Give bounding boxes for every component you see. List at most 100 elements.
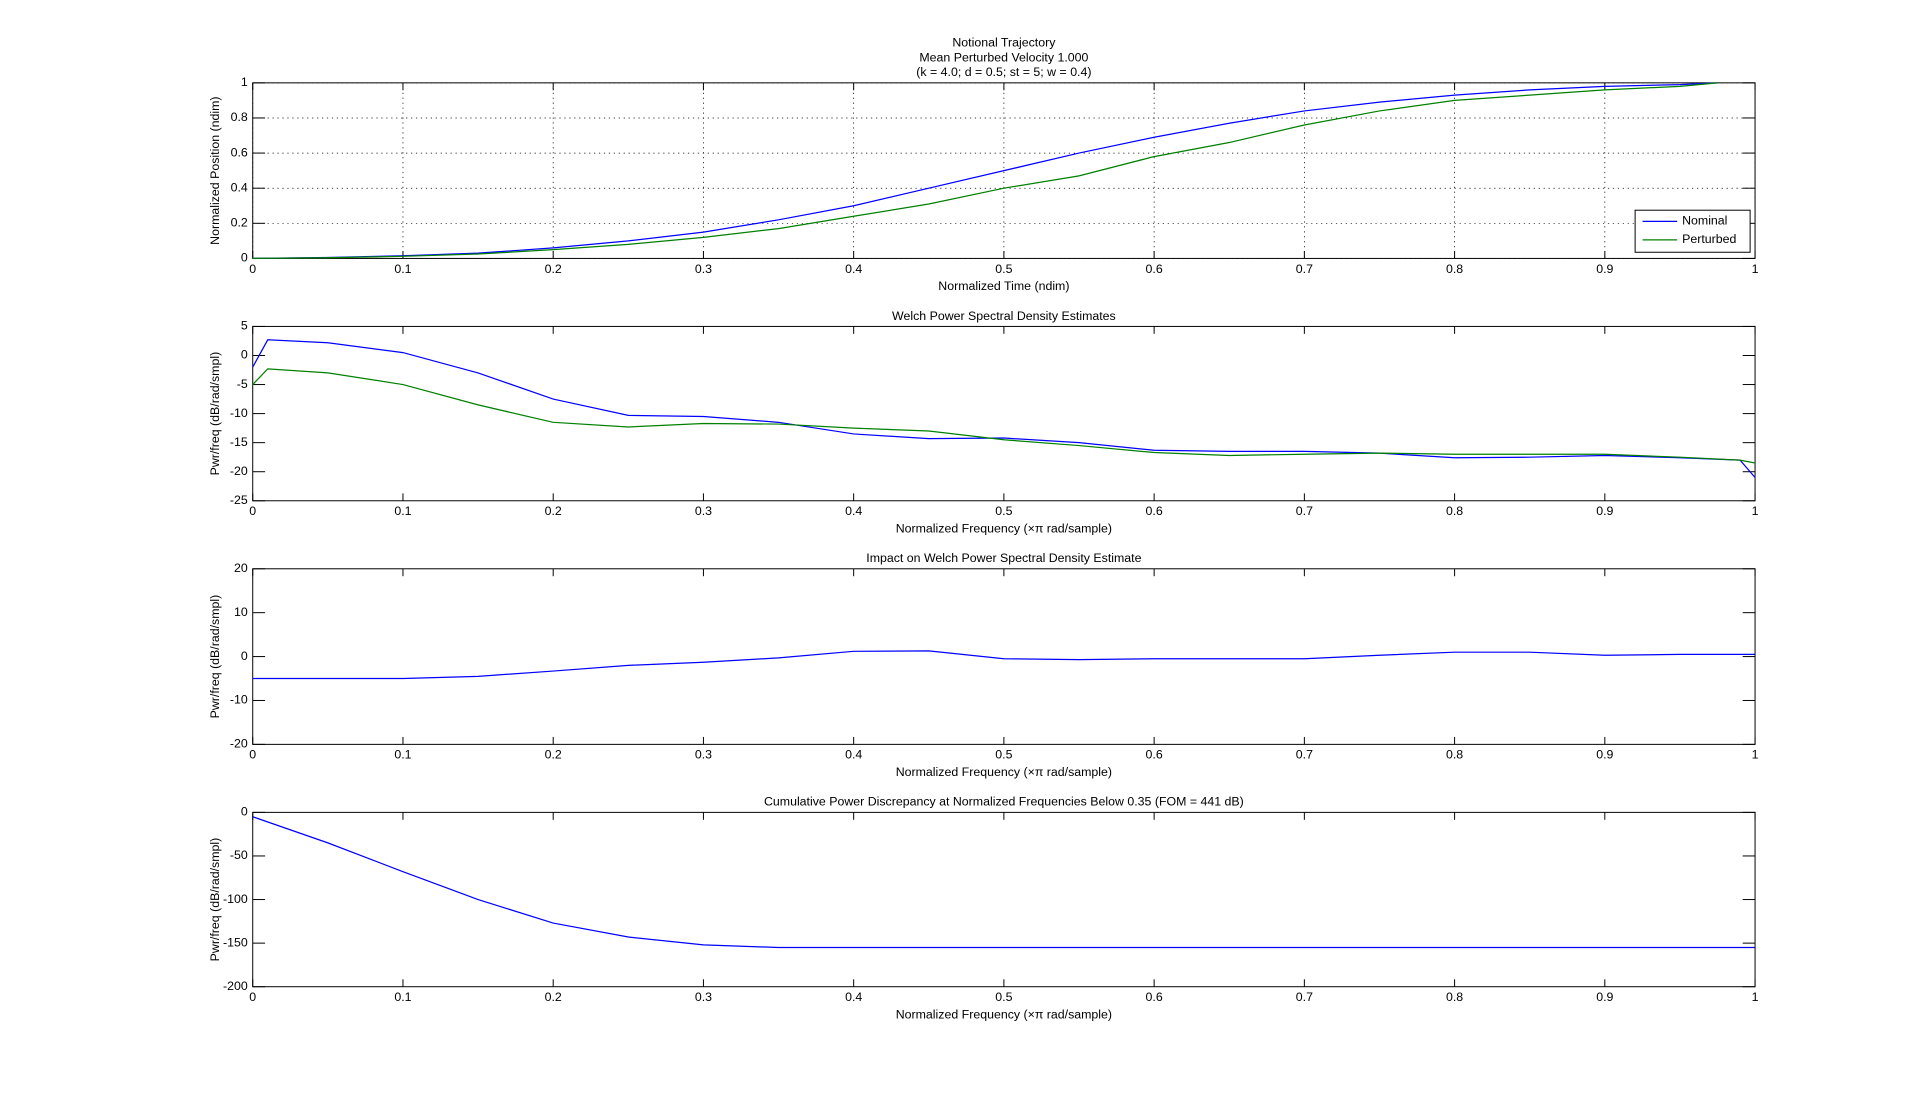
x-tick-label: 0.9 [1596, 748, 1613, 762]
legend-box [1634, 209, 1751, 253]
x-tick-label: 1 [1752, 748, 1759, 762]
y-tick-label: -5 [237, 377, 248, 391]
x-tick-label: 0.5 [995, 504, 1012, 518]
x-tick-label: 0 [249, 504, 256, 518]
x-tick-label: 0.4 [845, 748, 862, 762]
x-tick-label: 0.1 [394, 990, 411, 1004]
y-tick-label: -200 [223, 979, 248, 993]
y-tick-label: -50 [230, 848, 248, 862]
x-tick-label: 0.2 [545, 748, 562, 762]
x-tick-label: 0.7 [1296, 748, 1313, 762]
x-tick-label: 0.8 [1446, 504, 1463, 518]
x-tick-label: 0.8 [1446, 748, 1463, 762]
chart-title: Mean Perturbed Velocity 1.000 [919, 50, 1088, 64]
x-tick-label: 0.1 [394, 748, 411, 762]
y-tick-label: -10 [230, 406, 248, 420]
x-tick-label: 0.4 [845, 262, 862, 276]
x-tick-label: 0.3 [695, 990, 712, 1004]
subplot: 0 0.1 0.2 0.3 0.4 0.5 0.6 0.7 0.8 0.9 1 -200 -150 -10… [208, 795, 1759, 1022]
axes-box [252, 568, 1756, 745]
y-tick-label: 0 [241, 251, 248, 265]
x-tick-label: 0.7 [1296, 504, 1313, 518]
x-tick-label: 0.1 [394, 262, 411, 276]
y-tick-label: 0.4 [231, 180, 248, 194]
chart-title: Impact on Welch Power Spectral Density E… [866, 551, 1141, 565]
subplot: 0 0.1 0.2 0.3 0.4 0.5 0.6 0.7 0.8 0.9 1 -20 -10 0 10 20… [208, 551, 1759, 779]
line-series [252, 82, 1718, 260]
x-tick-label: 0 [249, 990, 256, 1004]
x-axis-label: Normalized Frequency (×π rad/sample) [896, 1007, 1112, 1021]
y-axis-label: Pwr/freq (dB/rad/smpl) [208, 595, 222, 719]
legend-label: Nominal [1682, 214, 1727, 228]
chart-title: Cumulative Power Discrepancy at Normaliz… [764, 795, 1244, 809]
chart-title: (k = 4.0; d = 0.5; st = 5; w = 0.4) [916, 65, 1091, 79]
chart-title: Notional Trajectory [952, 36, 1056, 50]
x-tick-label: 0.6 [1146, 262, 1163, 276]
legend-label: Perturbed [1682, 232, 1736, 246]
y-tick-label: 20 [234, 561, 248, 575]
x-tick-label: 0.2 [545, 262, 562, 276]
y-tick-label: 1 [241, 75, 248, 89]
x-tick-label: 0.6 [1146, 748, 1163, 762]
y-tick-label: 0.8 [231, 110, 248, 124]
y-tick-label: -150 [223, 935, 248, 949]
x-tick-label: 0.8 [1446, 990, 1463, 1004]
x-tick-label: 1 [1752, 262, 1759, 276]
x-tick-label: 0 [249, 262, 256, 276]
x-tick-label: 0.9 [1596, 504, 1613, 518]
y-axis-label: Normalized Position (ndim) [208, 96, 222, 244]
x-tick-label: 0.4 [845, 504, 862, 518]
y-tick-label: 0 [241, 348, 248, 362]
axes-box [252, 325, 1756, 502]
subplot: 0 0.1 0.2 0.3 0.4 0.5 0.6 0.7 0.8 0.9 1 -25 -20 -15 -1… [208, 309, 1759, 536]
x-tick-label: 0.7 [1296, 262, 1313, 276]
x-tick-label: 0.5 [995, 990, 1012, 1004]
plot-area [252, 812, 1756, 987]
x-tick-label: 0.2 [545, 504, 562, 518]
chart-title: Welch Power Spectral Density Estimates [892, 309, 1116, 323]
x-tick-label: 0.9 [1596, 990, 1613, 1004]
axes-box [252, 811, 1756, 988]
y-tick-label: -15 [230, 435, 248, 449]
x-tick-label: 0.7 [1296, 990, 1313, 1004]
line-series [252, 650, 1756, 680]
x-tick-label: 0.5 [995, 748, 1012, 762]
x-tick-label: 0.4 [845, 990, 862, 1004]
axes-box [252, 82, 1756, 259]
x-tick-label: 0 [249, 748, 256, 762]
x-axis-label: Normalized Time (ndim) [938, 279, 1069, 293]
y-tick-label: -100 [223, 892, 248, 906]
y-tick-label: -20 [230, 464, 248, 478]
line-series [252, 82, 1718, 260]
x-tick-label: 0.1 [394, 504, 411, 518]
legend: Nominal Perturbed [1634, 209, 1751, 253]
x-tick-label: 1 [1752, 504, 1759, 518]
y-tick-label: 0 [241, 649, 248, 663]
y-tick-label: 5 [241, 319, 248, 333]
line-series [252, 368, 1756, 464]
x-tick-label: 0.3 [695, 262, 712, 276]
x-axis-label: Normalized Frequency (×π rad/sample) [896, 765, 1112, 779]
line-series [252, 816, 1756, 949]
y-tick-label: -20 [230, 737, 248, 751]
x-tick-label: 0.9 [1596, 262, 1613, 276]
x-tick-label: 0.8 [1446, 262, 1463, 276]
line-series [252, 339, 1756, 478]
y-axis-label: Pwr/freq (dB/rad/smpl) [208, 838, 222, 962]
plot-area [252, 326, 1756, 501]
x-tick-label: 0.3 [695, 504, 712, 518]
x-tick-label: 0.3 [695, 748, 712, 762]
plot-area [252, 568, 1756, 745]
y-axis-label: Pwr/freq (dB/rad/smpl) [208, 352, 222, 476]
y-tick-label: -10 [230, 693, 248, 707]
x-tick-label: 1 [1752, 990, 1759, 1004]
x-axis-label: Normalized Frequency (×π rad/sample) [896, 521, 1112, 535]
y-tick-label: 0 [241, 805, 248, 819]
y-tick-label: 0.2 [231, 216, 248, 230]
x-tick-label: 0.6 [1146, 990, 1163, 1004]
y-tick-label: 10 [234, 605, 248, 619]
x-tick-label: 0.6 [1146, 504, 1163, 518]
x-tick-label: 0.5 [995, 262, 1012, 276]
x-tick-label: 0.2 [545, 990, 562, 1004]
